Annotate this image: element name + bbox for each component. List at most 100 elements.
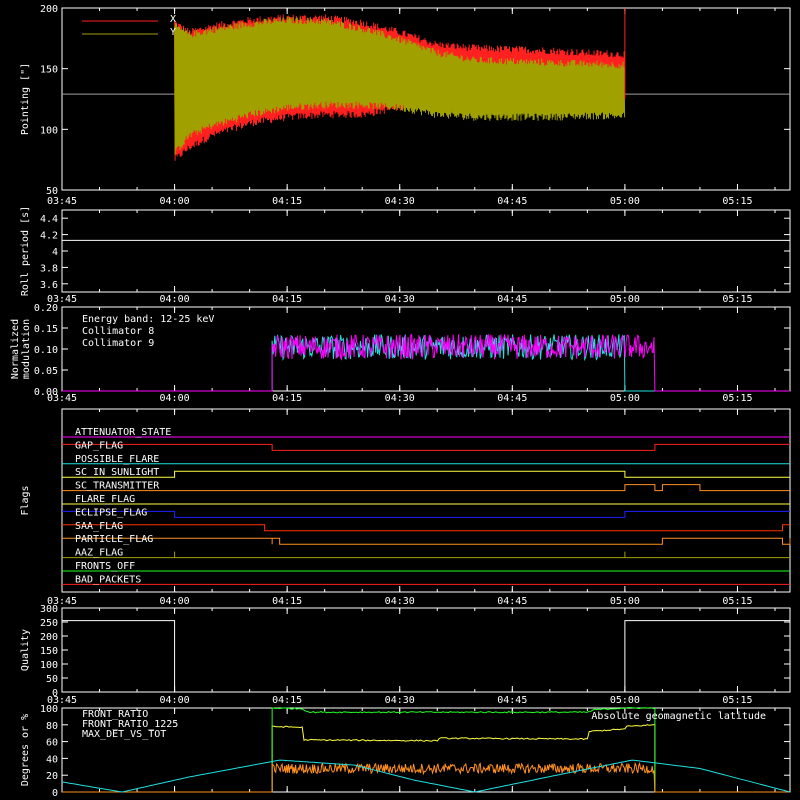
degrees-frame [61,707,791,793]
x-tick-label: 04:45 [497,596,527,607]
x-tick-label: 04:00 [160,393,190,404]
modulation-legend-label: Collimator 9 [82,338,154,349]
x-tick-label: 05:00 [610,393,640,404]
quality-series-line [62,620,790,693]
pointing-series-y [174,16,626,155]
roll-y-tick-label: 4 [52,247,58,258]
quality-y-tick-label: 200 [40,632,58,643]
quality-y-tick-label: 100 [40,660,58,671]
flag-label: BAD_PACKETS [75,574,141,585]
modulation-series-9 [62,333,790,392]
modulation-legend-label: Collimator 8 [82,326,154,337]
x-tick-label: 04:30 [385,596,415,607]
flag-line-sc-transmitter [62,484,790,492]
x-tick-label: 04:45 [497,695,527,706]
pointing-y-tick-label: 200 [40,4,58,15]
flag-label: ECLIPSE_FLAG [75,507,147,518]
modulation-y-axis-label: Normalized [10,319,21,379]
x-tick-label: 05:00 [610,695,640,706]
x-tick-label: 04:15 [272,294,302,305]
flag-label: ATTENUATOR_STATE [75,427,171,438]
flag-line-sc-in-sunlight [62,470,790,478]
degrees-series-max-det-vs-tot [62,761,790,793]
modulation-y-tick-label: 0.05 [34,366,58,377]
degrees-legend-right-label: Absolute geomagnetic latitude [591,711,766,722]
roll-y-tick-label: 3.8 [40,263,58,274]
x-tick-label: 04:45 [497,196,527,207]
degrees-series-front-ratio-1225 [62,707,790,793]
modulation-y-tick-label: 0.20 [34,303,58,314]
degrees-y-tick-label: 20 [46,771,58,782]
flags-y-axis-label: Flags [20,485,31,515]
degrees-y-tick-label: 80 [46,721,58,732]
x-tick-label: 05:00 [610,196,640,207]
degrees-legend-label: FRONT_RATIO [82,709,148,720]
degrees-y-tick-label: 0 [52,788,58,799]
degrees-y-tick-label: 40 [46,754,58,765]
x-tick-label: 03:45 [47,393,77,404]
roll-y-axis-label: Roll period [s] [20,206,31,296]
degrees-legend-label: MAX_DET_VS_TOT [82,729,166,740]
x-tick-label: 04:15 [272,393,302,404]
quality-y-tick-label: 50 [46,674,58,685]
x-tick-label: 05:15 [722,196,752,207]
flag-line-gap-flag [62,443,790,451]
pointing-y-axis-label: Pointing ["] [20,63,31,135]
degrees-legend-label: FRONT_RATIO_1225 [82,719,178,730]
pointing-y-tick-label: 50 [46,186,58,197]
x-tick-label: 05:00 [610,294,640,305]
quality-y-tick-label: 150 [40,646,58,657]
x-tick-label: 04:15 [272,196,302,207]
x-tick-label: 04:30 [385,196,415,207]
x-tick-label: 04:00 [160,294,190,305]
x-tick-label: 04:45 [497,294,527,305]
modulation-y-tick-label: 0.15 [34,324,58,335]
pointing-legend-label: Y [170,27,176,38]
flag-line-eclipse-flag [62,510,790,518]
flag-label: AAZ_FLAG [75,548,123,559]
x-tick-label: 05:15 [722,393,752,404]
degrees-series-front-ratio [62,724,790,793]
x-tick-label: 05:15 [722,596,752,607]
modulation-y-tick-label: 0.00 [34,387,58,398]
flag-label: SC_TRANSMITTER [75,481,160,492]
pointing-y-tick-label: 100 [40,125,58,136]
flag-label: PARTICLE_FLAG [75,534,153,545]
x-tick-label: 03:45 [47,596,77,607]
degrees-y-tick-label: 100 [40,704,58,715]
modulation-y-axis-label: modulation [21,319,32,379]
x-tick-label: 04:30 [385,695,415,706]
x-tick-label: 05:15 [722,695,752,706]
roll-y-tick-label: 4.4 [40,214,58,225]
x-tick-label: 04:00 [160,196,190,207]
flag-label: SC_IN_SUNLIGHT [75,467,159,478]
flag-label: SAA_FLAG [75,521,123,532]
x-tick-label: 04:00 [160,695,190,706]
x-tick-label: 04:15 [272,695,302,706]
flags-frame [61,408,791,593]
x-tick-label: 04:15 [272,596,302,607]
flag-line-particle-flag [62,537,791,545]
degrees-y-axis-label: Degrees or % [20,714,31,786]
x-tick-label: 04:45 [497,393,527,404]
x-tick-label: 05:15 [722,294,752,305]
modulation-legend-header: Energy band: 12-25 keV [82,314,214,325]
roll-y-tick-label: 4.2 [40,231,58,242]
quality-y-axis-label: Quality [20,629,31,671]
x-tick-label: 03:45 [47,196,77,207]
quality-y-tick-label: 250 [40,618,58,629]
degrees-series-absolute-geomagnetic-latitude [61,759,791,793]
modulation-y-tick-label: 0.10 [34,345,58,356]
flag-label: FRONTS_OFF [75,561,135,572]
flag-line-aaz-flag [62,551,790,559]
quality-y-tick-label: 300 [40,604,58,615]
x-tick-label: 05:00 [610,596,640,607]
pointing-y-tick-label: 150 [40,65,58,76]
x-tick-label: 04:30 [385,294,415,305]
roll-y-tick-label: 3.6 [40,280,58,291]
degrees-y-tick-label: 60 [46,738,58,749]
pointing-frame [61,7,791,191]
x-tick-label: 03:45 [47,294,77,305]
pointing-legend-label: X [170,14,176,25]
